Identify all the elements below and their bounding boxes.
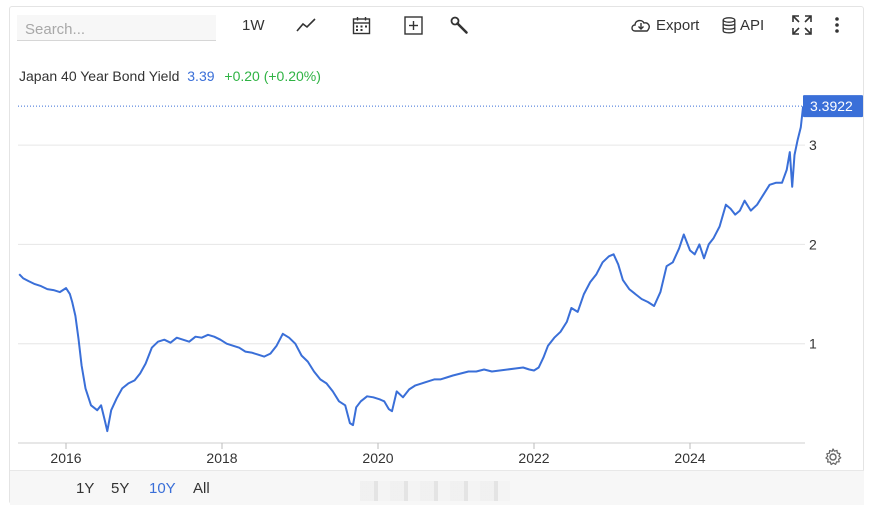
add-compare-icon (404, 15, 423, 35)
range-button-5y[interactable]: 5Y (111, 480, 130, 497)
x-tick-label: 2024 (674, 450, 705, 466)
api-label: API (740, 16, 765, 34)
chart-type-button[interactable] (296, 12, 316, 38)
export-label: Export (656, 16, 700, 34)
tools-button[interactable] (450, 12, 469, 38)
grid-lines (18, 144, 805, 444)
gear-icon (825, 448, 842, 466)
line-chart-icon (296, 18, 316, 32)
series-name: Japan 40 Year Bond Yield (19, 68, 180, 84)
x-tick-label: 2022 (518, 450, 549, 466)
x-axis-ticks: 2016 2018 2020 2022 2024 (50, 443, 706, 466)
export-button[interactable]: Export (630, 12, 699, 38)
search-input[interactable] (17, 15, 216, 41)
chart-toolbar: 1W (0, 0, 872, 46)
last-value-tag: 3.3922 (803, 95, 863, 118)
y-tick-label: 1 (809, 336, 817, 352)
y-tick-label: 3 (809, 137, 817, 153)
series-change: +0.20 (+0.20%) (224, 68, 321, 84)
series-last-value: 3.39 (187, 68, 215, 84)
date-range-button[interactable] (352, 12, 371, 38)
series-line (18, 106, 805, 433)
y-tick-label: 2 (809, 236, 817, 252)
more-options-button[interactable] (834, 12, 840, 38)
navigator-preview[interactable] (360, 481, 510, 501)
fullscreen-icon (792, 15, 812, 35)
download-icon (631, 19, 650, 32)
api-button[interactable]: API (722, 12, 764, 38)
range-button-10y[interactable]: 10Y (149, 480, 176, 497)
wrench-icon (450, 16, 468, 34)
calendar-icon (352, 16, 371, 34)
x-tick-label: 2020 (362, 450, 393, 466)
fullscreen-button[interactable] (792, 12, 812, 38)
series-legend: Japan 40 Year Bond Yield 3.39 +0.20 (+0.… (19, 68, 321, 84)
x-tick-label: 2018 (206, 450, 237, 466)
more-vertical-icon (835, 17, 839, 33)
chart-settings-button[interactable] (824, 448, 842, 466)
compare-button[interactable] (404, 12, 423, 38)
y-axis-ticks: 1 2 3 (809, 137, 817, 352)
database-icon (722, 16, 736, 33)
range-button-1y[interactable]: 1Y (76, 480, 95, 497)
range-button-all[interactable]: All (193, 480, 210, 497)
interval-button[interactable]: 1W (242, 16, 265, 34)
x-tick-label: 2016 (50, 450, 81, 466)
last-value-label: 3.3922 (810, 98, 853, 114)
chart-widget-frame (9, 6, 864, 504)
